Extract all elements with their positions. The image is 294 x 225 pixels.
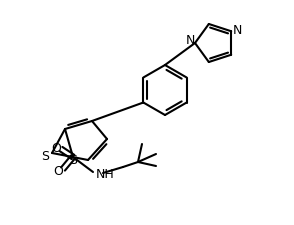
Text: S: S (69, 154, 77, 167)
Text: S: S (41, 149, 49, 162)
Text: N: N (233, 24, 242, 37)
Text: N: N (185, 34, 195, 47)
Text: O: O (51, 141, 61, 154)
Text: O: O (53, 165, 63, 178)
Text: NH: NH (96, 168, 115, 181)
